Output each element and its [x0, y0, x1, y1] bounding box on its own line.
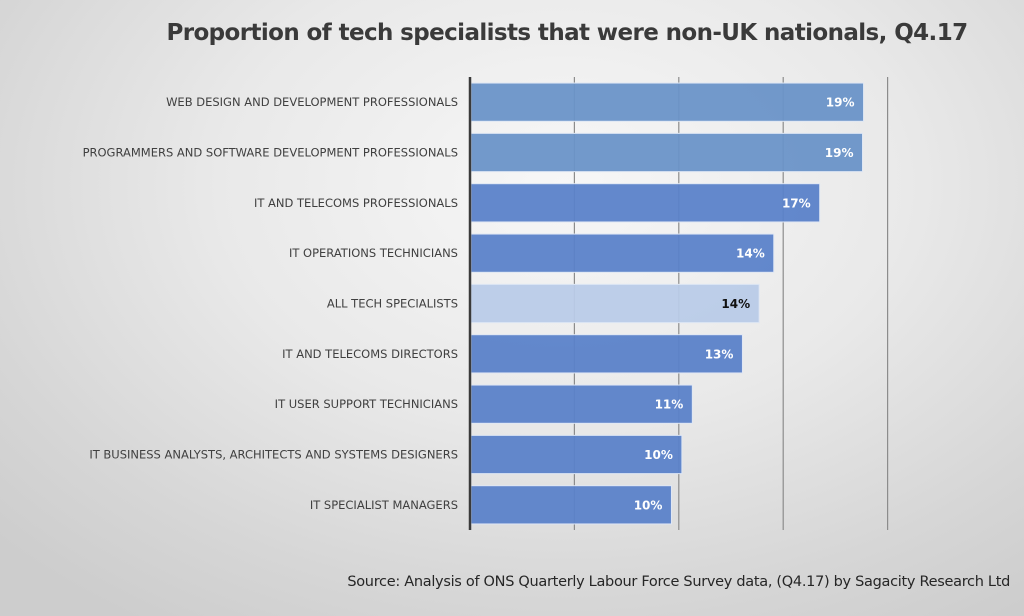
bar-2 — [470, 132, 863, 173]
category-label-6: IT AND TELECOMS DIRECTORS — [282, 347, 458, 361]
data-label-7: 11% — [655, 398, 684, 412]
category-label-7: IT USER SUPPORT TECHNICIANS — [275, 397, 458, 411]
bar-1 — [470, 82, 865, 122]
data-label-2: 19% — [825, 146, 854, 160]
bar-7 — [470, 384, 693, 424]
chart-title: Proportion of tech specialists that were… — [166, 20, 968, 46]
data-label-4: 14% — [736, 247, 765, 261]
category-label-2: PROGRAMMERS AND SOFTWARE DEVELOPMENT PRO… — [83, 146, 458, 160]
bar-4 — [470, 233, 775, 273]
category-label-3: IT AND TELECOMS PROFESSIONALS — [254, 196, 458, 210]
category-label-5: ALL TECH SPECIALISTS — [327, 297, 458, 311]
category-label-1: WEB DESIGN AND DEVELOPMENT PROFESSIONALS — [166, 95, 458, 109]
data-label-6: 13% — [705, 347, 734, 361]
category-label-9: IT SPECIALIST MANAGERS — [310, 498, 458, 512]
data-labels: 19% 19% 17% 14% 14% 13% 11% 10% 10% — [634, 96, 855, 513]
data-label-1: 19% — [826, 96, 855, 110]
data-label-3: 17% — [782, 196, 811, 210]
category-label-8: IT BUSINESS ANALYSTS, ARCHITECTS AND SYS… — [89, 448, 458, 462]
bar-8 — [470, 434, 683, 475]
category-labels: WEB DESIGN AND DEVELOPMENT PROFESSIONALS… — [83, 95, 458, 512]
data-label-5: 14% — [721, 297, 750, 311]
bars — [470, 82, 865, 525]
bar-3 — [470, 183, 821, 223]
data-label-8: 10% — [644, 448, 673, 462]
bar-6 — [470, 334, 743, 374]
source-note: Source: Analysis of ONS Quarterly Labour… — [347, 574, 1010, 590]
category-label-4: IT OPERATIONS TECHNICIANS — [289, 246, 458, 260]
data-label-9: 10% — [634, 498, 663, 512]
bar-5 — [470, 283, 760, 324]
